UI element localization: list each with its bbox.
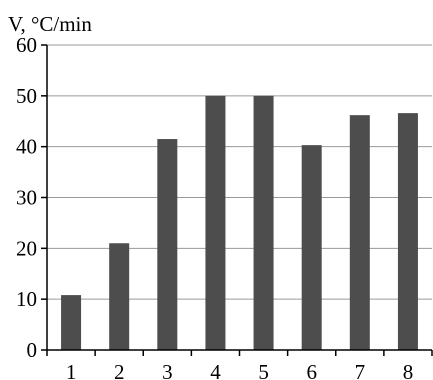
y-tick-label-40: 40 [16,135,37,159]
bar-8 [397,113,418,350]
bar-7 [349,115,370,351]
x-tick-label-7: 7 [355,360,366,380]
x-tick-label-8: 8 [403,360,414,380]
x-tick-label-3: 3 [162,360,173,380]
y-tick-label-10: 10 [16,287,37,311]
axes [41,44,433,356]
x-tick-label-6: 6 [306,360,317,380]
bar-5 [253,95,274,350]
bar-1 [61,295,82,350]
y-tick-label-60: 60 [16,33,37,57]
y-tick-label-20: 20 [16,236,37,260]
y-axis-title: V, °C/min [8,12,92,36]
y-tick-label-0: 0 [27,338,38,362]
x-tick-label-1: 1 [66,360,77,380]
bar-4 [205,95,226,350]
tick-labels: 0 10 20 30 40 50 60 1 2 3 4 5 6 7 8 [16,33,413,380]
bar-6 [301,145,322,350]
bars [61,95,418,351]
bar-2 [109,243,130,350]
x-tick-label-4: 4 [210,360,221,380]
y-tick-label-50: 50 [16,84,37,108]
x-tick-label-5: 5 [258,360,269,380]
grid-lines [47,44,432,300]
bar-3 [157,139,178,350]
x-tick-label-2: 2 [114,360,125,380]
y-tick-label-30: 30 [16,186,37,210]
